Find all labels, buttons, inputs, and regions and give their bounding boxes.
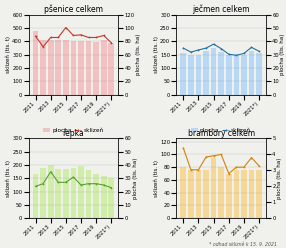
Bar (180, 167, 186, 218)
Bar (233, 55, 239, 95)
Bar (188, 55, 194, 95)
Bar (249, 170, 254, 218)
Bar (249, 51, 254, 95)
Legend: plocha, sklizeň: plocha, sklizeň (191, 128, 251, 133)
Bar (101, 176, 106, 218)
Bar (226, 55, 232, 95)
Bar (203, 51, 209, 95)
Text: * odhad sklizně k 15. 9. 2021: * odhad sklizně k 15. 9. 2021 (209, 242, 277, 247)
Bar (241, 170, 247, 218)
Bar (63, 169, 69, 218)
Bar (86, 170, 92, 218)
Bar (108, 178, 114, 218)
Bar (71, 41, 76, 95)
Y-axis label: sklizeň (tis. t): sklizeň (tis. t) (153, 36, 159, 73)
Title: řepka: řepka (63, 129, 84, 138)
Title: pšenice celkem: pšenice celkem (44, 5, 103, 14)
Y-axis label: plocha (tis. ha): plocha (tis. ha) (133, 158, 138, 199)
Title: ječmen celkem: ječmen celkem (192, 5, 250, 14)
Bar (218, 52, 224, 95)
Bar (188, 170, 194, 218)
Bar (93, 42, 99, 95)
Bar (63, 40, 69, 95)
Bar (78, 166, 84, 218)
Y-axis label: sklizeň (tis. t): sklizeň (tis. t) (5, 36, 11, 73)
Bar (108, 43, 114, 95)
Bar (256, 170, 262, 218)
Legend: plocha, sklizeň: plocha, sklizeň (43, 128, 104, 133)
Bar (101, 40, 106, 95)
Bar (256, 53, 262, 95)
Bar (196, 55, 201, 95)
Bar (233, 170, 239, 218)
Bar (211, 48, 217, 95)
Bar (203, 170, 209, 218)
Bar (48, 40, 53, 95)
Bar (55, 169, 61, 218)
Y-axis label: plocha (tis. ha): plocha (tis. ha) (280, 34, 285, 75)
Bar (55, 40, 61, 95)
Bar (40, 40, 46, 95)
Y-axis label: plocha (tis. ha): plocha (tis. ha) (277, 158, 282, 199)
Bar (33, 31, 38, 95)
Bar (196, 170, 201, 218)
Bar (218, 167, 224, 218)
Y-axis label: sklizeň (tis. t): sklizeň (tis. t) (153, 160, 159, 197)
Bar (226, 174, 232, 218)
Bar (180, 53, 186, 95)
Bar (78, 41, 84, 95)
Y-axis label: sklizeň (tis. t): sklizeň (tis. t) (5, 160, 11, 197)
Bar (93, 174, 99, 218)
Y-axis label: plocha (tis. ha): plocha (tis. ha) (136, 34, 141, 75)
Bar (33, 174, 38, 218)
Bar (71, 168, 76, 218)
Title: brambory celkem: brambory celkem (188, 129, 255, 138)
Bar (48, 165, 53, 218)
Bar (211, 158, 217, 218)
Bar (40, 168, 46, 218)
Bar (241, 55, 247, 95)
Bar (86, 41, 92, 95)
